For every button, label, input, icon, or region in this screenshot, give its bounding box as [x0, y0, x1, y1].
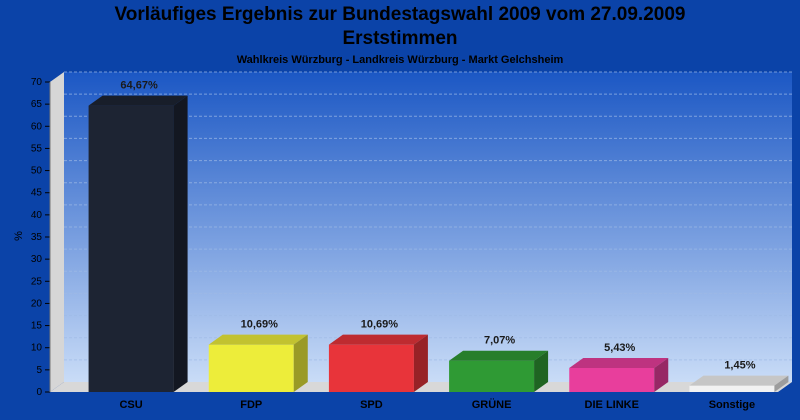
y-tick-label: 10 [31, 343, 43, 354]
data-label: 7,07% [484, 335, 515, 347]
data-label: 10,69% [241, 319, 279, 331]
bar-side [173, 95, 188, 393]
y-tick-label: 55 [31, 143, 43, 154]
data-label: 10,69% [361, 319, 399, 331]
bar-top [328, 334, 428, 345]
bar-top [689, 375, 789, 386]
y-tick-label: 5 [36, 365, 42, 376]
y-axis-label: % [13, 231, 25, 241]
bar-front [569, 367, 655, 392]
bar-sonstige: 1,45% [689, 360, 789, 392]
x-tick-label: GRÜNE [472, 398, 512, 411]
y-tick-label: 60 [31, 121, 43, 132]
x-tick-label: SPD [360, 399, 383, 411]
bar-front [88, 105, 174, 393]
y-tick-label: 20 [31, 298, 43, 309]
y-tick-label: 30 [31, 254, 43, 265]
bar-side [293, 334, 308, 392]
bar-grüne: 7,07% [449, 335, 549, 392]
data-label: 64,67% [120, 80, 158, 92]
bar-top [208, 334, 308, 345]
y-tick-label: 15 [31, 321, 43, 332]
bar-side [654, 357, 669, 392]
bar-side [774, 375, 789, 392]
bar-fdp: 10,69% [208, 319, 308, 392]
x-axis-labels: CSU FDP SPD GRÜNE DIE LINKE Sonstige [119, 398, 755, 411]
bar-csu: 64,67% [88, 80, 188, 393]
bar-top [88, 95, 188, 106]
y-tick-label: 65 [31, 99, 43, 110]
y-axis-ticks: 0 5 10 15 20 25 30 35 40 45 50 55 60 65 70 [31, 77, 51, 398]
y-tick-label: 0 [36, 387, 42, 398]
bar-front [208, 344, 294, 392]
bar-front [449, 360, 535, 392]
bar-front [328, 344, 414, 392]
bar-spd: 10,69% [328, 319, 428, 392]
bar-top [569, 357, 669, 368]
x-tick-label: Sonstige [709, 399, 755, 411]
chart-title: Vorläufiges Ergebnis zur Bundestagswahl … [114, 4, 686, 25]
x-tick-label: DIE LINKE [585, 399, 639, 411]
bar-front [689, 385, 775, 392]
bar-top [449, 350, 549, 361]
bar-side [534, 350, 549, 392]
bars: 64,67% 10,69% 10,69% 7,07% 5,43% 1,45% [88, 80, 789, 393]
chart-title-line2: Erststimmen [342, 28, 458, 49]
y-tick-label: 70 [31, 77, 43, 88]
bar-side [413, 334, 428, 392]
chart-subtitle: Wahlkreis Würzburg - Landkreis Würzburg … [236, 54, 564, 66]
data-label: 5,43% [604, 342, 635, 354]
data-label: 1,45% [724, 360, 755, 372]
plot-left-wall [50, 72, 64, 392]
y-tick-label: 35 [31, 232, 43, 243]
y-tick-label: 40 [31, 210, 43, 221]
y-tick-label: 45 [31, 188, 43, 199]
y-tick-label: 25 [31, 276, 43, 287]
y-tick-label: 50 [31, 166, 43, 177]
x-tick-label: FDP [240, 399, 262, 411]
bar-die-linke: 5,43% [569, 342, 669, 392]
x-tick-label: CSU [119, 399, 142, 411]
